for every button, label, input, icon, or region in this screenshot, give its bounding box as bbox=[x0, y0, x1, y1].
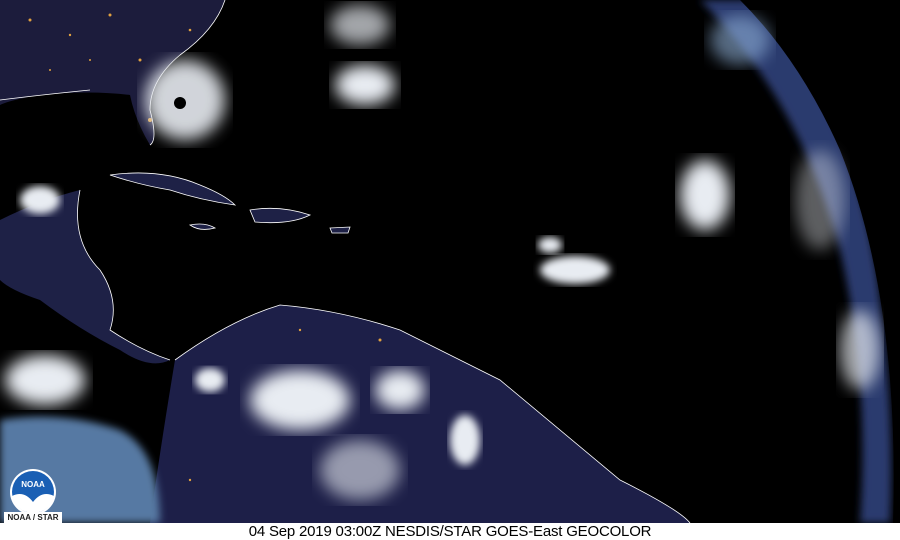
hispaniola bbox=[249, 207, 312, 224]
puerto-rico bbox=[329, 226, 351, 234]
cuba bbox=[109, 172, 237, 206]
central-america-land bbox=[0, 190, 170, 364]
satellite-scene bbox=[0, 0, 900, 523]
clouds bbox=[5, 5, 880, 500]
svg-text:NOAA: NOAA bbox=[21, 480, 45, 489]
space bbox=[740, 0, 900, 523]
image-caption: 04 Sep 2019 03:00Z NESDIS/STAR GOES-East… bbox=[0, 523, 900, 540]
earth-limb-daylight bbox=[700, 0, 892, 523]
jamaica bbox=[189, 223, 217, 230]
city-lights bbox=[28, 13, 382, 482]
noaa-logo: NOAA bbox=[10, 469, 56, 515]
north-america-land bbox=[0, 0, 225, 145]
caption-text: 04 Sep 2019 03:00Z NESDIS/STAR GOES-East… bbox=[248, 523, 652, 540]
logo-label: NOAA / STAR bbox=[4, 512, 62, 523]
south-america-land bbox=[150, 305, 690, 523]
